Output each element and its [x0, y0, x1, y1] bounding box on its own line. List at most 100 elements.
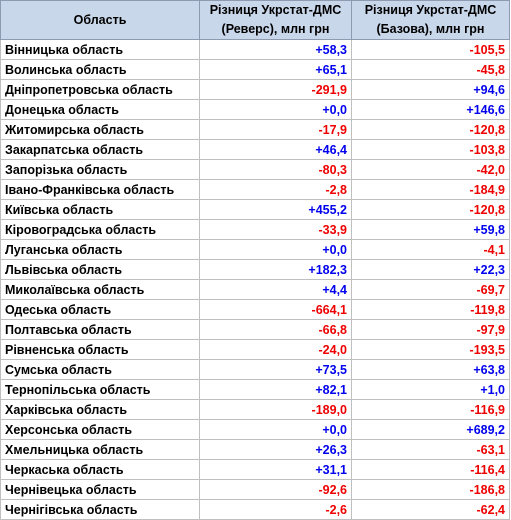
- table-row: Вінницька область +58,3 -105,5: [0, 39, 510, 60]
- cell-region: Сумська область: [0, 359, 200, 380]
- cell-region: Дніпропетровська область: [0, 79, 200, 100]
- cell-base: -116,4: [351, 459, 510, 480]
- header-base: Різниця Укрстат-ДМС (Базова), млн грн: [351, 0, 510, 40]
- cell-base: -63,1: [351, 439, 510, 460]
- table-row: Житомирська область -17,9 -120,8: [0, 119, 510, 140]
- cell-reverse: -664,1: [199, 299, 352, 320]
- cell-reverse: +182,3: [199, 259, 352, 280]
- table-row: Закарпатська область +46,4 -103,8: [0, 139, 510, 160]
- table-row: Херсонська область +0,0 +689,2: [0, 419, 510, 440]
- table-row: Запорізька область -80,3 -42,0: [0, 159, 510, 180]
- cell-base: -116,9: [351, 399, 510, 420]
- cell-reverse: -2,6: [199, 499, 352, 520]
- cell-region: Житомирська область: [0, 119, 200, 140]
- cell-region: Волинська область: [0, 59, 200, 80]
- cell-region: Одеська область: [0, 299, 200, 320]
- table-row: Волинська область +65,1 -45,8: [0, 59, 510, 80]
- table-row: Дніпропетровська область -291,9 +94,6: [0, 79, 510, 100]
- cell-region: Хмельницька область: [0, 439, 200, 460]
- cell-base: -42,0: [351, 159, 510, 180]
- cell-reverse: +31,1: [199, 459, 352, 480]
- cell-base: -4,1: [351, 239, 510, 260]
- cell-region: Львівська область: [0, 259, 200, 280]
- cell-base: -62,4: [351, 499, 510, 520]
- cell-region: Тернопільська область: [0, 379, 200, 400]
- cell-base: -69,7: [351, 279, 510, 300]
- cell-base: -105,5: [351, 39, 510, 60]
- cell-reverse: -2,8: [199, 179, 352, 200]
- table-row: Рівненська область -24,0 -193,5: [0, 339, 510, 360]
- header-row: Область Різниця Укрстат-ДМС (Реверс), мл…: [0, 0, 510, 40]
- cell-reverse: -291,9: [199, 79, 352, 100]
- cell-region: Миколаївська область: [0, 279, 200, 300]
- table-row: Чернігівська область -2,6 -62,4: [0, 499, 510, 520]
- table-row: Тернопільська область +82,1 +1,0: [0, 379, 510, 400]
- cell-reverse: -17,9: [199, 119, 352, 140]
- table-row: Харківська область -189,0 -116,9: [0, 399, 510, 420]
- cell-reverse: -80,3: [199, 159, 352, 180]
- table-row: Чернівецька область -92,6 -186,8: [0, 479, 510, 500]
- table-row: Одеська область -664,1 -119,8: [0, 299, 510, 320]
- cell-base: +689,2: [351, 419, 510, 440]
- cell-reverse: -24,0: [199, 339, 352, 360]
- header-reverse: Різниця Укрстат-ДМС (Реверс), млн грн: [199, 0, 352, 40]
- cell-base: -119,8: [351, 299, 510, 320]
- table-row: Луганська область +0,0 -4,1: [0, 239, 510, 260]
- table-row: Кіровоградська область -33,9 +59,8: [0, 219, 510, 240]
- table-row: Черкаська область +31,1 -116,4: [0, 459, 510, 480]
- cell-reverse: -66,8: [199, 319, 352, 340]
- cell-base: -186,8: [351, 479, 510, 500]
- cell-base: -45,8: [351, 59, 510, 80]
- cell-region: Полтавська область: [0, 319, 200, 340]
- cell-reverse: -33,9: [199, 219, 352, 240]
- cell-base: +146,6: [351, 99, 510, 120]
- cell-region: Запорізька область: [0, 159, 200, 180]
- table-row: Донецька область +0,0 +146,6: [0, 99, 510, 120]
- cell-base: -120,8: [351, 119, 510, 140]
- table-body: Вінницька область +58,3 -105,5 Волинська об…: [0, 39, 510, 520]
- cell-base: +94,6: [351, 79, 510, 100]
- cell-base: -120,8: [351, 199, 510, 220]
- cell-base: -103,8: [351, 139, 510, 160]
- cell-region: Чернівецька область: [0, 479, 200, 500]
- table-row: Хмельницька область +26,3 -63,1: [0, 439, 510, 460]
- cell-region: Київська область: [0, 199, 200, 220]
- table-row: Львівська область +182,3 +22,3: [0, 259, 510, 280]
- cell-reverse: +58,3: [199, 39, 352, 60]
- cell-base: -193,5: [351, 339, 510, 360]
- cell-base: -97,9: [351, 319, 510, 340]
- cell-base: -184,9: [351, 179, 510, 200]
- cell-reverse: +4,4: [199, 279, 352, 300]
- cell-reverse: +455,2: [199, 199, 352, 220]
- cell-region: Луганська область: [0, 239, 200, 260]
- cell-region: Донецька область: [0, 99, 200, 120]
- cell-reverse: +73,5: [199, 359, 352, 380]
- cell-reverse: +0,0: [199, 99, 352, 120]
- cell-region: Чернігівська область: [0, 499, 200, 520]
- cell-region: Вінницька область: [0, 39, 200, 60]
- table-row: Миколаївська область +4,4 -69,7: [0, 279, 510, 300]
- cell-region: Рівненська область: [0, 339, 200, 360]
- table-row: Сумська область +73,5 +63,8: [0, 359, 510, 380]
- cell-reverse: -189,0: [199, 399, 352, 420]
- cell-reverse: +65,1: [199, 59, 352, 80]
- cell-region: Закарпатська область: [0, 139, 200, 160]
- table-row: Івано-Франківська область -2,8 -184,9: [0, 179, 510, 200]
- cell-base: +59,8: [351, 219, 510, 240]
- cell-base: +1,0: [351, 379, 510, 400]
- cell-base: +63,8: [351, 359, 510, 380]
- cell-base: +22,3: [351, 259, 510, 280]
- cell-region: Черкаська область: [0, 459, 200, 480]
- cell-region: Кіровоградська область: [0, 219, 200, 240]
- cell-reverse: +46,4: [199, 139, 352, 160]
- header-region: Область: [0, 0, 200, 40]
- cell-reverse: +0,0: [199, 239, 352, 260]
- cell-region: Івано-Франківська область: [0, 179, 200, 200]
- cell-reverse: +26,3: [199, 439, 352, 460]
- cell-region: Херсонська область: [0, 419, 200, 440]
- cell-reverse: -92,6: [199, 479, 352, 500]
- cell-reverse: +82,1: [199, 379, 352, 400]
- table-row: Київська область +455,2 -120,8: [0, 199, 510, 220]
- table-row: Полтавська область -66,8 -97,9: [0, 319, 510, 340]
